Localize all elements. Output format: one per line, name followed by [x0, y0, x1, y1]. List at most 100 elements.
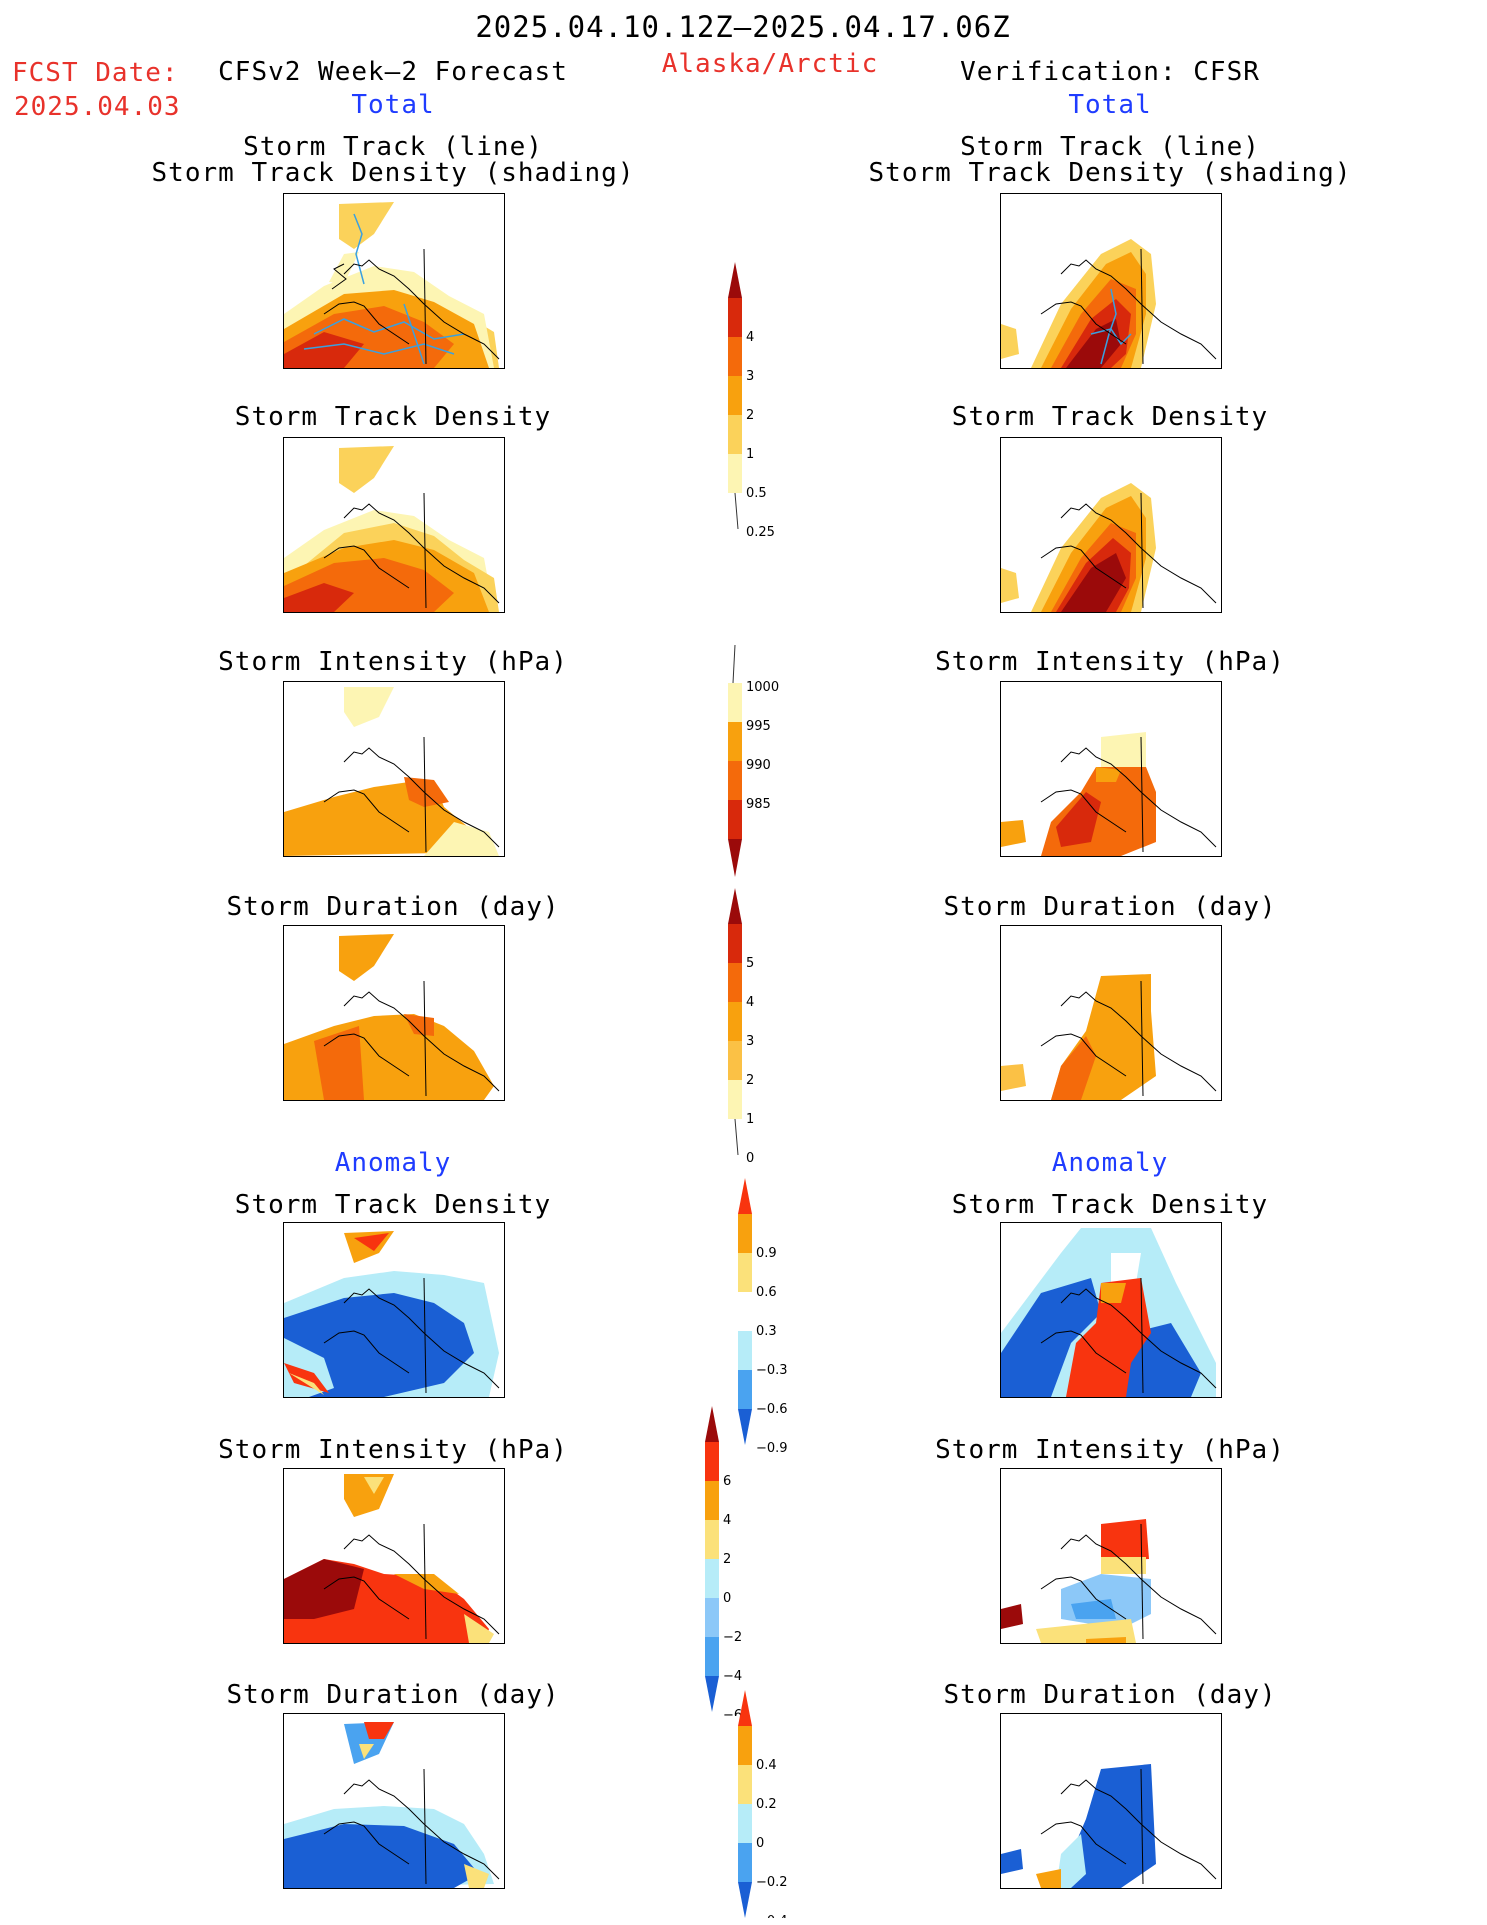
colorbar-top-triangle — [705, 1406, 719, 1442]
colorbar-top-triangle — [728, 262, 742, 298]
colorbar-bin — [738, 1370, 752, 1409]
colorbar-tick-label: 990 — [746, 758, 771, 773]
colorbar-bin — [728, 337, 742, 376]
colorbar-bin — [728, 924, 742, 963]
fcst-date-label: FCST Date: — [12, 58, 179, 88]
verification-title: Verification: CFSR — [960, 57, 1260, 87]
colorbar-bottom-triangle — [728, 839, 742, 877]
colorbar-tick-label: −0.2 — [756, 1875, 788, 1890]
map-verif-density — [1000, 437, 1222, 613]
colorbar-bin — [728, 376, 742, 415]
right-total-label: Total — [1068, 90, 1152, 120]
colorbar-bottom-triangle — [738, 1409, 752, 1445]
region-title: Alaska/Arctic — [661, 49, 879, 79]
colorbar-density-anomaly: 0.9 0.6 0.3 −0.3 −0.6 −0.9 — [738, 1178, 788, 1456]
colorbar-bin — [705, 1442, 719, 1481]
colorbar-tick-label: 3 — [746, 369, 754, 384]
colorbar-tick-label: −6 — [723, 1708, 742, 1716]
colorbar-bin — [738, 1726, 752, 1765]
right-intensity-title: Storm Intensity (hPa) — [935, 647, 1285, 677]
right-anomaly-label: Anomaly — [1051, 1148, 1169, 1178]
map-verif-anom-density — [1000, 1222, 1222, 1398]
colorbar-top-triangle — [738, 1178, 752, 1214]
colorbar-tick-label: 985 — [746, 797, 771, 812]
colorbar-bottom-triangle — [705, 1676, 719, 1712]
colorbar-bin — [705, 1598, 719, 1637]
colorbar-intensity-total: 1000 995 990 985 980 — [728, 645, 779, 877]
colorbar-tick-label: −2 — [723, 1630, 742, 1645]
map-forecast-anom-intensity — [283, 1468, 505, 1644]
colorbar-bottom-triangle — [738, 1882, 752, 1918]
colorbar-tick-label: 0 — [746, 1151, 754, 1166]
left-total-label: Total — [351, 90, 435, 120]
colorbar-duration-total: 5 4 3 2 1 0 — [728, 888, 754, 1166]
colorbar-bin — [728, 1080, 742, 1119]
colorbar-bin — [728, 454, 742, 493]
colorbar-tick-label: 1 — [746, 447, 754, 462]
colorbar-bin — [738, 1843, 752, 1882]
map-verif-anom-duration — [1000, 1713, 1222, 1889]
colorbar-bin — [705, 1559, 719, 1598]
colorbar-tick-label: −0.6 — [756, 1402, 788, 1417]
colorbar-bin — [728, 415, 742, 454]
left-track-line-title: Storm Track (line) — [243, 132, 543, 162]
left-density-title: Storm Track Density — [234, 402, 552, 432]
colorbar-tick-label: 0 — [723, 1591, 731, 1606]
map-verif-anom-intensity — [1000, 1468, 1222, 1644]
left-anomaly-label: Anomaly — [334, 1148, 452, 1178]
colorbar-bin — [738, 1253, 752, 1292]
colorbar-tick-label: 0.25 — [746, 525, 775, 540]
colorbar-bin — [738, 1214, 752, 1253]
right-duration-title: Storm Duration (day) — [943, 892, 1277, 922]
colorbar-bin — [705, 1481, 719, 1520]
colorbar-tick-label: 3 — [746, 1034, 754, 1049]
map-forecast-track — [283, 193, 505, 369]
colorbar-tick-label: 995 — [746, 719, 771, 734]
colorbar-density-total: 4 3 2 1 0.5 0.25 — [728, 262, 775, 540]
colorbar-bin — [728, 1041, 742, 1080]
left-duration-title: Storm Duration (day) — [226, 892, 560, 922]
colorbar-tick-label: 2 — [746, 408, 754, 423]
colorbar-tick-label: −0.3 — [756, 1363, 788, 1378]
colorbar-bottom-tail — [734, 1118, 739, 1156]
colorbar-top-tail — [732, 645, 736, 684]
colorbar-bin — [728, 761, 742, 800]
colorbar-bin — [728, 298, 742, 337]
colorbar-tick-label: −0.4 — [756, 1914, 788, 1918]
forecast-title: CFSv2 Week–2 Forecast — [218, 57, 568, 87]
colorbar-bin — [738, 1765, 752, 1804]
left-anom-density-title: Storm Track Density — [234, 1190, 552, 1220]
colorbar-tick-label: 0 — [756, 1836, 764, 1851]
map-verif-intensity — [1000, 681, 1222, 857]
colorbar-bin — [705, 1637, 719, 1676]
fcst-date-value: 2025.04.03 — [14, 92, 181, 122]
colorbar-bin — [728, 683, 742, 722]
colorbar-tick-label: 980 — [746, 645, 771, 649]
colorbar-tick-label: 6 — [723, 1474, 731, 1489]
colorbar-bin — [728, 963, 742, 1002]
colorbar-bin — [705, 1520, 719, 1559]
map-verif-track — [1000, 193, 1222, 369]
left-track-shading-title: Storm Track Density (shading) — [151, 158, 635, 188]
colorbar-bin — [738, 1804, 752, 1843]
colorbar-bin — [728, 800, 742, 839]
period-title: 2025.04.10.12Z–2025.04.17.06Z — [475, 10, 1011, 44]
colorbar-tick-label: 4 — [746, 995, 754, 1010]
colorbar-duration-anomaly: 0.4 0.2 0 −0.2 −0.4 — [738, 1690, 788, 1918]
colorbar-tick-label: 0.6 — [756, 1285, 777, 1300]
colorbar-top-triangle — [728, 888, 742, 924]
colorbar-bin — [728, 722, 742, 761]
left-anom-intensity-title: Storm Intensity (hPa) — [218, 1435, 568, 1465]
map-forecast-duration — [283, 925, 505, 1101]
right-track-line-title: Storm Track (line) — [960, 132, 1260, 162]
colorbar-bottom-tail — [734, 492, 739, 530]
colorbar-tick-label: 4 — [723, 1513, 731, 1528]
right-anom-duration-title: Storm Duration (day) — [943, 1680, 1277, 1710]
right-anom-density-title: Storm Track Density — [951, 1190, 1269, 1220]
colorbar-tick-label: 2 — [746, 1073, 754, 1088]
colorbar-tick-label: 1000 — [746, 680, 779, 695]
colorbar-tick-label: −4 — [723, 1669, 742, 1684]
colorbar-tick-label: 0.3 — [756, 1324, 777, 1339]
colorbar-top-triangle — [738, 1690, 752, 1726]
right-track-shading-title: Storm Track Density (shading) — [868, 158, 1352, 188]
